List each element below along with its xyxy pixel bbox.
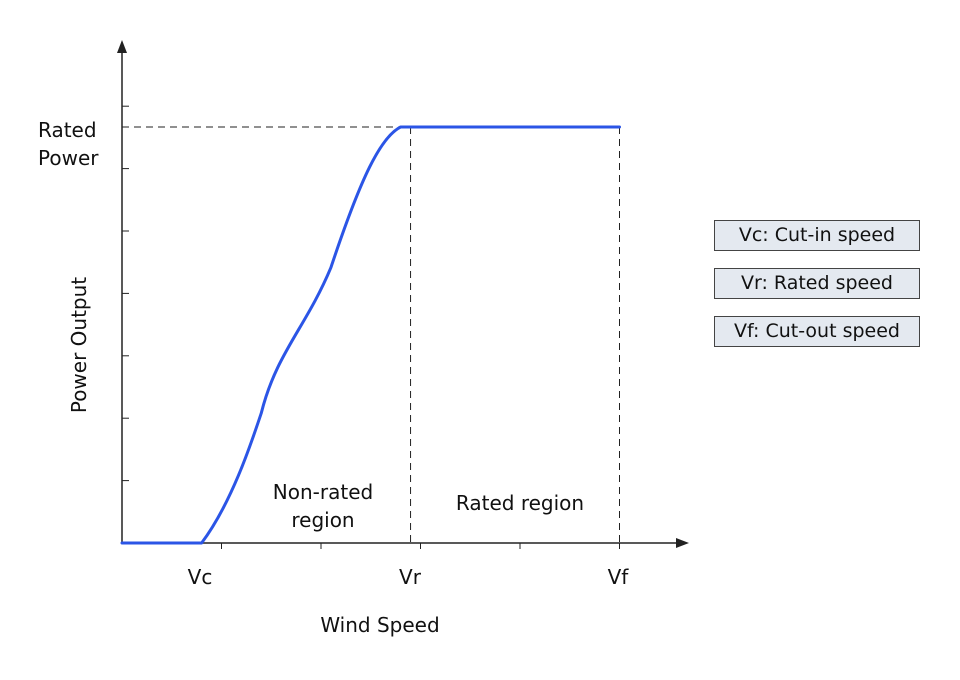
y-axis-ticks (122, 105, 129, 482)
y-axis-arrow-icon (117, 40, 127, 53)
legend-entry-rated: Vr: Rated speed (714, 268, 920, 299)
power-curve-line (120, 125, 621, 545)
x-tick-label-vc: Vc (188, 565, 213, 589)
y-tick-label-line-2: Power (38, 146, 99, 170)
y-axis-title: Power Output (67, 277, 91, 413)
x-axis-ticks (221, 543, 620, 549)
x-axis-title: Wind Speed (320, 613, 439, 637)
y-tick-label: Rated Power (38, 118, 99, 170)
non-rated-region-label-line-1: Non-rated (273, 480, 373, 504)
reference-lines (122, 126, 620, 543)
legend-entry-cut-out: Vf: Cut-out speed (714, 316, 920, 347)
non-rated-region-label-line-2: region (291, 508, 354, 532)
x-tick-label-vr: Vr (399, 565, 422, 589)
x-tick-label-vf: Vf (608, 565, 630, 589)
y-tick-label-line-1: Rated (38, 118, 97, 142)
x-axis-arrow-icon (676, 538, 689, 548)
axes (117, 40, 689, 549)
legend-entry-cut-in: Vc: Cut-in speed (714, 220, 920, 251)
rated-region-label: Rated region (456, 491, 584, 515)
